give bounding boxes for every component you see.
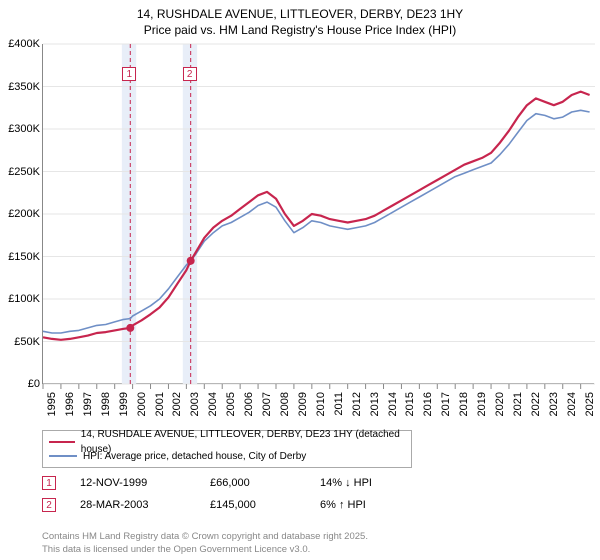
x-tick-label: 2022	[530, 392, 542, 416]
sale-delta: 6% ↑ HPI	[320, 499, 420, 511]
x-tick-label: 2008	[279, 392, 291, 416]
legend-swatch	[49, 441, 75, 443]
x-tick-label: 2021	[512, 392, 524, 416]
x-tick-label: 2024	[566, 392, 578, 416]
sale-price: £145,000	[210, 499, 320, 511]
x-tick-label: 2002	[171, 392, 183, 416]
sale-marker: 1	[122, 67, 136, 81]
sales-table: 1 12-NOV-1999£66,00014% ↓ HPI 2 28-MAR-2003…	[42, 472, 420, 516]
x-tick-label: 1995	[46, 392, 58, 416]
title-line2: Price paid vs. HM Land Registry's House …	[0, 22, 600, 38]
sale-price: £66,000	[210, 477, 320, 489]
x-tick-label: 2014	[387, 392, 399, 416]
x-tick-label: 2020	[494, 392, 506, 416]
x-tick-label: 2017	[440, 392, 452, 416]
footer: Contains HM Land Registry data © Crown c…	[42, 531, 368, 556]
x-tick-label: 2007	[261, 392, 273, 416]
footer-line2: This data is licensed under the Open Gov…	[42, 544, 368, 556]
y-tick-label: £150K	[0, 251, 40, 263]
y-tick-label: £400K	[0, 38, 40, 50]
y-tick-label: £0	[0, 378, 40, 390]
y-tick-label: £250K	[0, 166, 40, 178]
sale-marker-box: 2	[42, 498, 56, 512]
y-tick-label: £300K	[0, 123, 40, 135]
sale-date: 28-MAR-2003	[80, 499, 210, 511]
x-tick-label: 2011	[333, 392, 345, 416]
x-tick-label: 1999	[118, 392, 130, 416]
x-tick-label: 2001	[154, 392, 166, 416]
sale-date: 12-NOV-1999	[80, 477, 210, 489]
legend: 14, RUSHDALE AVENUE, LITTLEOVER, DERBY, …	[42, 430, 412, 468]
x-tick-label: 1998	[100, 392, 112, 416]
x-tick-label: 1997	[82, 392, 94, 416]
x-tick-label: 2013	[369, 392, 381, 416]
x-tick-label: 2006	[243, 392, 255, 416]
x-tick-label: 2010	[315, 392, 327, 416]
sale-row: 1 12-NOV-1999£66,00014% ↓ HPI	[42, 472, 420, 494]
x-tick-label: 2004	[207, 392, 219, 416]
legend-row: 14, RUSHDALE AVENUE, LITTLEOVER, DERBY, …	[49, 435, 405, 449]
x-tick-label: 2023	[548, 392, 560, 416]
sale-marker-box: 1	[42, 476, 56, 490]
legend-swatch	[49, 455, 77, 457]
x-tick-label: 2018	[458, 392, 470, 416]
x-tick-label: 2016	[422, 392, 434, 416]
x-tick-label: 2005	[225, 392, 237, 416]
x-tick-label: 2025	[584, 392, 596, 416]
sale-marker: 2	[183, 67, 197, 81]
x-tick-label: 2000	[136, 392, 148, 416]
x-tick-label: 2015	[404, 392, 416, 416]
y-tick-label: £50K	[0, 336, 40, 348]
sale-delta: 14% ↓ HPI	[320, 477, 420, 489]
x-tick-label: 2012	[351, 392, 363, 416]
x-tick-label: 1996	[64, 392, 76, 416]
chart: £0£50K£100K£150K£200K£250K£300K£350K£400…	[0, 44, 600, 424]
title-line1: 14, RUSHDALE AVENUE, LITTLEOVER, DERBY, …	[0, 6, 600, 22]
y-tick-label: £350K	[0, 81, 40, 93]
y-tick-label: £100K	[0, 293, 40, 305]
y-tick-label: £200K	[0, 208, 40, 220]
legend-label: HPI: Average price, detached house, City…	[83, 449, 306, 464]
plot-area	[42, 44, 594, 384]
sale-row: 2 28-MAR-2003£145,0006% ↑ HPI	[42, 494, 420, 516]
x-tick-label: 2003	[189, 392, 201, 416]
footer-line1: Contains HM Land Registry data © Crown c…	[42, 531, 368, 543]
x-tick-label: 2009	[297, 392, 309, 416]
chart-svg	[43, 44, 595, 384]
x-tick-label: 2019	[476, 392, 488, 416]
